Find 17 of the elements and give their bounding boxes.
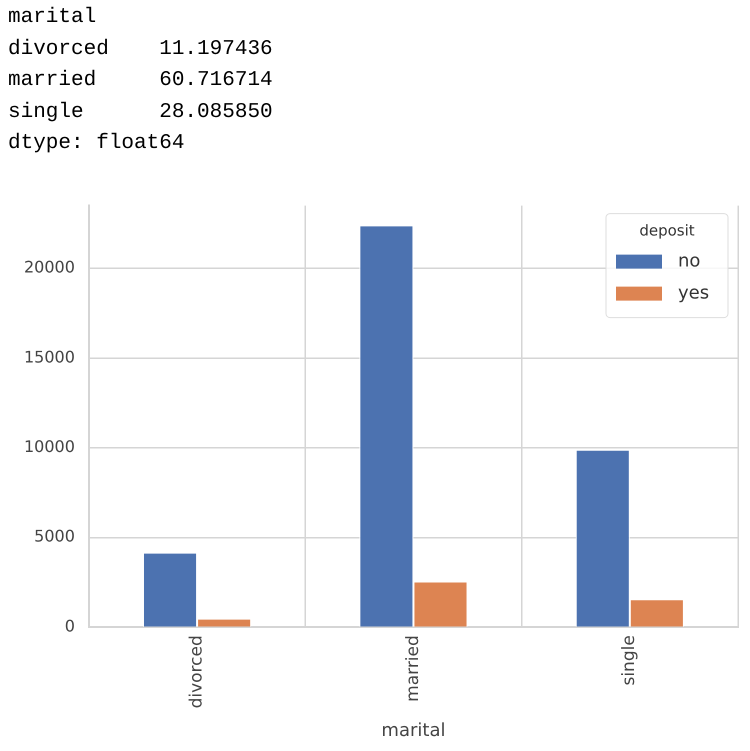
x-tick-label: married [402,635,423,702]
text: dtype: float64 [8,131,186,157]
text: single 28.085850 [8,100,274,126]
text: married 60.716714 [8,68,274,94]
text: divorced 11.197436 [8,36,274,62]
y-tick-label: 20000 [24,258,75,277]
legend-title: deposit [639,221,695,240]
legend-label: yes [678,282,710,304]
y-tick-label: 5000 [34,526,75,546]
x-tick-label: divorced [186,635,207,708]
y-tick-label: 0 [64,616,75,636]
text: marital [8,5,98,31]
y-tick-label: 10000 [24,436,75,456]
x-axis-title: marital [381,720,446,741]
legend-label: no [678,250,700,272]
x-tick-label: single [619,635,640,686]
y-tick-label: 15000 [24,347,75,366]
